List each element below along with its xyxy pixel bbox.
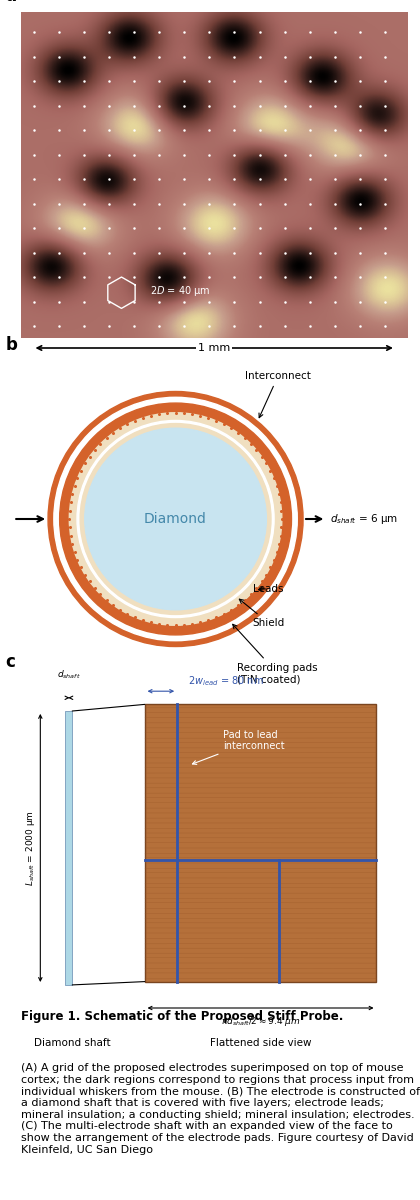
Circle shape (85, 428, 266, 610)
Bar (144, 704, 376, 982)
Circle shape (80, 424, 271, 614)
Text: $L_{shaft}$ = 2000 μm: $L_{shaft}$ = 2000 μm (24, 810, 37, 886)
Text: Diamond shaft: Diamond shaft (34, 1038, 111, 1048)
Circle shape (77, 420, 274, 618)
Text: Pad to lead
interconnect: Pad to lead interconnect (192, 730, 285, 764)
Bar (66, 710, 72, 985)
Text: $2w_{lead}$ = 80 nm: $2w_{lead}$ = 80 nm (188, 674, 264, 688)
Text: Recording pads
(TiN coated): Recording pads (TiN coated) (233, 624, 318, 684)
Text: c: c (5, 653, 16, 671)
Text: (A) A grid of the proposed electrodes superimposed on top of mouse cortex; the d: (A) A grid of the proposed electrodes su… (21, 1063, 420, 1154)
Text: Interconnect: Interconnect (245, 371, 311, 418)
Text: Leads: Leads (253, 583, 284, 594)
Text: Flattened side view: Flattened side view (210, 1038, 311, 1048)
Text: $d_{shaft}$: $d_{shaft}$ (57, 668, 81, 682)
Text: $2D$ = 40 μm: $2D$ = 40 μm (150, 284, 211, 298)
Text: $d_{shaft}$ = 6 μm: $d_{shaft}$ = 6 μm (330, 512, 398, 526)
Text: $\pi d_{shaft}/2 \approx 9.4\ \mu m$: $\pi d_{shaft}/2 \approx 9.4\ \mu m$ (220, 1014, 300, 1027)
Text: Shield: Shield (239, 599, 285, 629)
Text: Diamond: Diamond (144, 512, 207, 526)
Text: Figure 1. Schematic of the Proposed Stiff Probe.: Figure 1. Schematic of the Proposed Stif… (21, 1010, 344, 1024)
Text: a: a (5, 0, 17, 6)
Text: 1 mm: 1 mm (198, 343, 230, 353)
Circle shape (69, 413, 282, 625)
Circle shape (48, 391, 303, 647)
Circle shape (54, 397, 297, 641)
Text: b: b (5, 336, 17, 354)
Circle shape (60, 403, 291, 635)
